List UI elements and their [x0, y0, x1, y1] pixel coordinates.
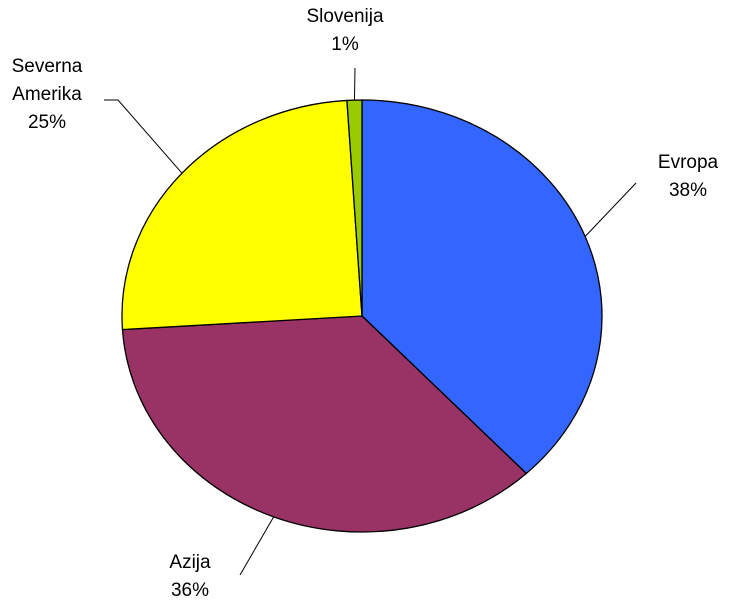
category-label-line: Amerika [12, 84, 82, 105]
category-label-text: Azija [169, 552, 211, 573]
leader-line [584, 182, 637, 237]
pie-slice [121, 99, 363, 331]
leader-line [239, 516, 275, 576]
value-label: 25% [28, 112, 66, 133]
category-label: Evropa [658, 152, 719, 173]
category-label: Slovenija [306, 6, 384, 27]
value-label: 36% [171, 580, 209, 601]
category-label-text: Slovenija [306, 6, 384, 27]
value-label: 38% [669, 180, 707, 201]
category-label-text: Severna Amerika [12, 56, 83, 105]
category-label-line: Severna [12, 56, 83, 77]
value-label: 1% [331, 34, 359, 55]
category-label: Azija [169, 552, 211, 573]
leader-line [353, 67, 356, 101]
category-label: Severna Amerika [12, 56, 83, 105]
leader-line [104, 99, 183, 174]
category-label-text: Evropa [658, 152, 719, 173]
pie-slice [121, 315, 528, 533]
pie-slice [361, 99, 603, 475]
